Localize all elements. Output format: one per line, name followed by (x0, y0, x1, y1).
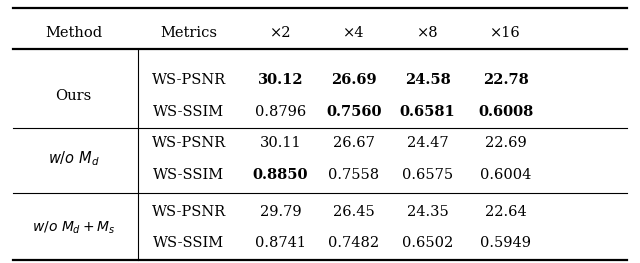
Text: 0.6575: 0.6575 (402, 168, 453, 182)
Text: WS-SSIM: WS-SSIM (153, 236, 225, 250)
Text: 26.69: 26.69 (331, 73, 377, 87)
Text: Metrics: Metrics (160, 26, 218, 40)
Text: WS-PSNR: WS-PSNR (152, 73, 226, 87)
Text: WS-PSNR: WS-PSNR (152, 205, 226, 219)
Text: ×8: ×8 (417, 26, 438, 40)
Text: 24.35: 24.35 (406, 205, 449, 219)
Text: 22.69: 22.69 (484, 136, 527, 150)
Text: Ours: Ours (56, 89, 92, 103)
Text: Method: Method (45, 26, 102, 40)
Text: 22.64: 22.64 (484, 205, 527, 219)
Text: WS-SSIM: WS-SSIM (153, 105, 225, 119)
Text: 26.45: 26.45 (333, 205, 375, 219)
Text: 26.67: 26.67 (333, 136, 375, 150)
Text: 24.47: 24.47 (406, 136, 449, 150)
Text: ×4: ×4 (343, 26, 365, 40)
Text: WS-SSIM: WS-SSIM (153, 168, 225, 182)
Text: 0.7560: 0.7560 (326, 105, 381, 119)
Text: 0.8796: 0.8796 (255, 105, 306, 119)
Text: ×16: ×16 (490, 26, 521, 40)
Text: 0.7558: 0.7558 (328, 168, 380, 182)
Text: 0.8850: 0.8850 (253, 168, 308, 182)
Text: $w/o\ M_d$: $w/o\ M_d$ (48, 150, 99, 169)
Text: 0.6502: 0.6502 (402, 236, 453, 250)
Text: 30.11: 30.11 (259, 136, 301, 150)
Text: 30.12: 30.12 (257, 73, 303, 87)
Text: 0.5949: 0.5949 (480, 236, 531, 250)
Text: 0.6581: 0.6581 (399, 105, 456, 119)
Text: 29.79: 29.79 (259, 205, 301, 219)
Text: WS-PSNR: WS-PSNR (152, 136, 226, 150)
Text: ×2: ×2 (269, 26, 291, 40)
Text: 0.6004: 0.6004 (480, 168, 531, 182)
Text: $w/o\ M_d + M_s$: $w/o\ M_d + M_s$ (32, 219, 115, 236)
Text: 0.6008: 0.6008 (478, 105, 533, 119)
Text: 0.8741: 0.8741 (255, 236, 306, 250)
Text: 24.58: 24.58 (404, 73, 451, 87)
Text: 0.7482: 0.7482 (328, 236, 380, 250)
Text: 22.78: 22.78 (483, 73, 529, 87)
